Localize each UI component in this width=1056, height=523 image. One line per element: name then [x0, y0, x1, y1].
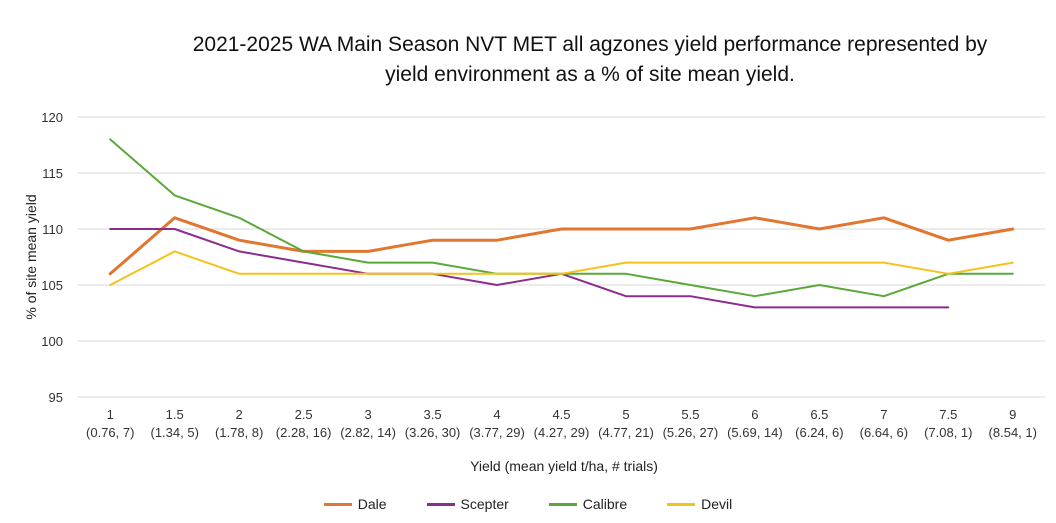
x-tick-label: 3.5 — [424, 407, 442, 422]
x-tick-sublabel: (3.77, 29) — [469, 425, 525, 440]
y-axis-ticks: 95 100 105 110 115 120 — [41, 110, 63, 405]
x-axis-ticks: 1 (0.76, 7) 1.5 (1.34, 5) 2 (1.78, 8) 2.5 (2.28… — [86, 407, 1037, 440]
x-tick-label: 4.5 — [552, 407, 570, 422]
x-tick-label: 1.5 — [166, 407, 184, 422]
x-tick-sublabel: (1.78, 8) — [215, 425, 263, 440]
x-tick-sublabel: (6.24, 6) — [795, 425, 843, 440]
legend-label: Devil — [701, 496, 733, 512]
x-tick-label: 3 — [364, 407, 371, 422]
x-tick-sublabel: (7.08, 1) — [924, 425, 972, 440]
x-tick-label: 5 — [622, 407, 629, 422]
chart-title-line-1: 2021-2025 WA Main Season NVT MET all agz… — [192, 33, 988, 56]
x-tick-label: 5.5 — [681, 407, 699, 422]
x-tick-sublabel: (0.76, 7) — [86, 425, 134, 440]
x-tick-label: 2 — [236, 407, 243, 422]
gridlines — [78, 116, 1045, 398]
x-tick-label: 7.5 — [939, 407, 957, 422]
x-tick-sublabel: (3.26, 30) — [405, 425, 461, 440]
x-tick-label: 2.5 — [295, 407, 313, 422]
x-axis-label: Yield (mean yield t/ha, # trials) — [470, 458, 658, 474]
series-line-devil — [109, 250, 1014, 286]
legend-swatch — [323, 502, 352, 506]
x-tick-label: 1 — [107, 407, 114, 422]
legend-item-calibre: Calibre — [548, 492, 628, 516]
x-tick-label: 6.5 — [810, 407, 828, 422]
x-tick-sublabel: (2.28, 16) — [276, 425, 332, 440]
series-line-scepter — [109, 228, 950, 309]
y-tick-label: 120 — [41, 110, 63, 125]
y-tick-label: 100 — [41, 334, 63, 349]
legend-swatch — [548, 502, 577, 506]
x-tick-sublabel: (5.69, 14) — [727, 425, 783, 440]
chart-title-line-2: yield environment as a % of site mean yi… — [385, 63, 795, 86]
legend-swatch — [426, 502, 455, 506]
x-tick-sublabel: (8.54, 1) — [989, 425, 1037, 440]
legend: Dale Scepter Calibre Devil — [0, 492, 1056, 516]
y-tick-label: 115 — [42, 166, 63, 181]
y-tick-label: 95 — [49, 390, 63, 405]
x-tick-sublabel: (4.27, 29) — [534, 425, 590, 440]
series-lines — [108, 138, 1015, 309]
x-tick-sublabel: (4.77, 21) — [598, 425, 654, 440]
legend-label: Calibre — [582, 496, 628, 512]
legend-item-scepter: Scepter — [426, 492, 509, 516]
x-tick-sublabel: (6.64, 6) — [860, 425, 908, 440]
x-tick-label: 9 — [1009, 407, 1016, 422]
y-tick-label: 110 — [42, 222, 63, 237]
y-tick-label: 105 — [41, 278, 63, 293]
chart-title: 2021-2025 WA Main Season NVT MET all agz… — [150, 30, 1030, 90]
y-axis-label: % of site mean yield — [23, 194, 39, 319]
x-tick-label: 4 — [493, 407, 500, 422]
legend-item-dale: Dale — [323, 492, 387, 516]
legend-item-devil: Devil — [667, 492, 732, 516]
x-tick-sublabel: (1.34, 5) — [150, 425, 198, 440]
x-tick-sublabel: (5.26, 27) — [663, 425, 719, 440]
x-tick-label: 7 — [880, 407, 887, 422]
x-tick-sublabel: (2.82, 14) — [340, 425, 396, 440]
legend-label: Dale — [357, 496, 387, 512]
x-tick-label: 6 — [751, 407, 758, 422]
legend-label: Scepter — [460, 496, 509, 512]
series-line-dale — [108, 216, 1015, 276]
legend-swatch — [667, 502, 696, 506]
